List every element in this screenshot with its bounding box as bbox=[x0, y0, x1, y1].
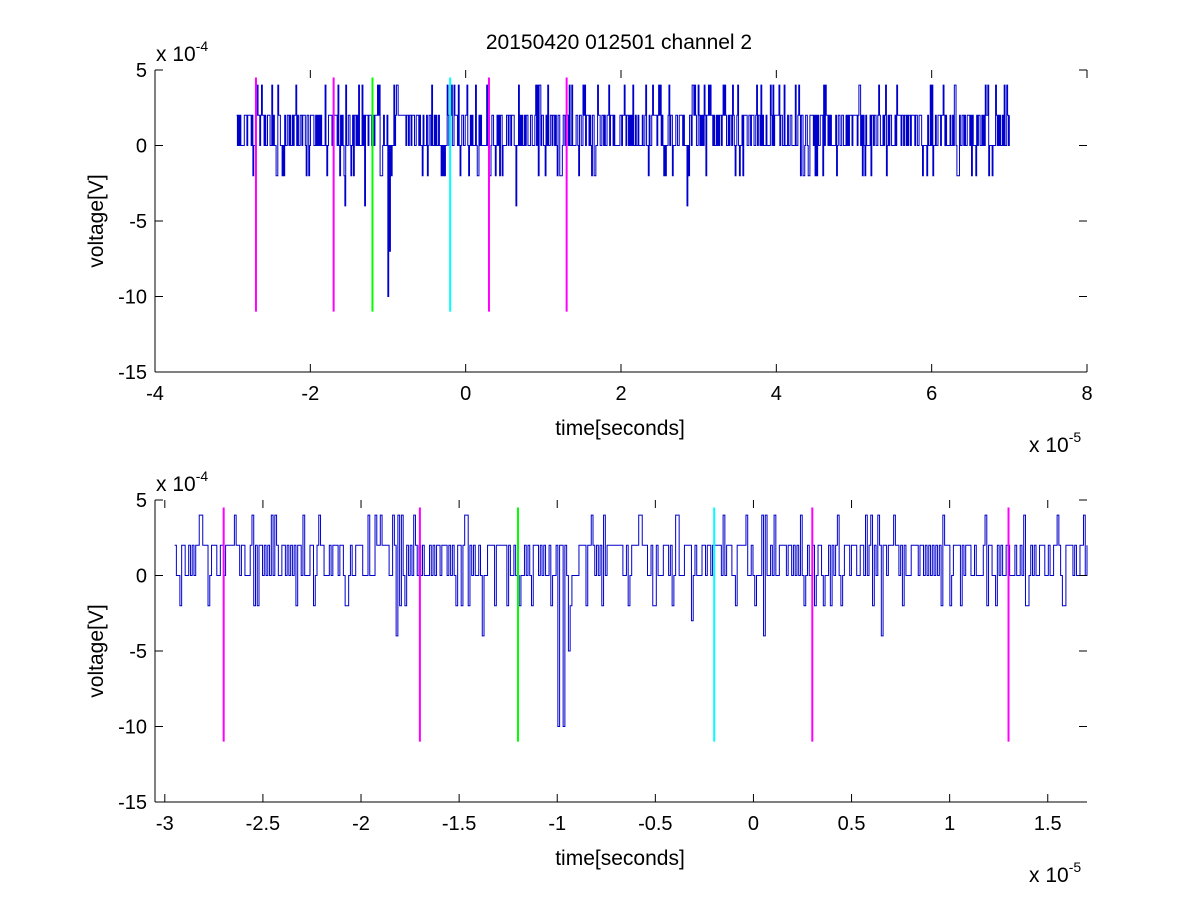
y-tick-label: -10 bbox=[118, 287, 147, 309]
x-tick-label: 8 bbox=[1081, 383, 1092, 405]
y-tick-label: 0 bbox=[136, 566, 147, 588]
y-tick-label: -15 bbox=[118, 362, 147, 384]
top-plot: -4 -2 0 2 4 6 8 -15 -10 -5 0 5 time[seconds] voltage[… bbox=[85, 38, 1093, 457]
y-tick-label: 5 bbox=[136, 490, 147, 512]
y-axis-label: voltage[V] bbox=[85, 174, 108, 267]
x-tick-label: 1 bbox=[944, 813, 955, 835]
y-tick-label: -5 bbox=[129, 641, 147, 663]
y-axis-label: voltage[V] bbox=[85, 604, 108, 697]
x-tick-label: -1.5 bbox=[442, 813, 476, 835]
x-tick-label: -2.5 bbox=[246, 813, 280, 835]
x-multiplier-label: x 10-5 bbox=[1029, 429, 1081, 457]
x-tick-label: -2 bbox=[352, 813, 370, 835]
figure-title: 20150420 012501 channel 2 bbox=[486, 31, 752, 54]
y-tick-label: -10 bbox=[118, 717, 147, 739]
x-tick-label: 0 bbox=[748, 813, 759, 835]
x-tick-label: -1 bbox=[548, 813, 566, 835]
x-axis-label: time[seconds] bbox=[555, 847, 685, 870]
x-axis-label: time[seconds] bbox=[555, 417, 685, 440]
y-tick-label: 0 bbox=[136, 136, 147, 158]
x-tick-label: 4 bbox=[771, 383, 782, 405]
bottom-plot: -3 -2.5 -2 -1.5 -1 -0.5 0 0.5 1 1.5 -15 -10 -5 0 5 time… bbox=[85, 468, 1088, 887]
x-tick-label: -2 bbox=[301, 383, 319, 405]
x-tick-label: 0 bbox=[460, 383, 471, 405]
signal-trace bbox=[174, 514, 1088, 727]
x-tick-label: 0.5 bbox=[838, 813, 866, 835]
y-tick-label: -15 bbox=[118, 792, 147, 814]
y-multiplier-label: x 10-4 bbox=[156, 468, 208, 496]
x-tick-label: 2 bbox=[615, 383, 626, 405]
y-multiplier-label: x 10-4 bbox=[156, 38, 208, 66]
y-tick-label: 5 bbox=[136, 60, 147, 82]
x-multiplier-label: x 10-5 bbox=[1029, 859, 1081, 887]
x-tick-label: 6 bbox=[926, 383, 937, 405]
x-tick-label: -4 bbox=[146, 383, 164, 405]
x-tick-label: 1.5 bbox=[1034, 813, 1062, 835]
signal-trace bbox=[236, 84, 1010, 297]
x-tick-label: -0.5 bbox=[638, 813, 672, 835]
y-tick-label: -5 bbox=[129, 211, 147, 233]
x-tick-label: -3 bbox=[156, 813, 174, 835]
